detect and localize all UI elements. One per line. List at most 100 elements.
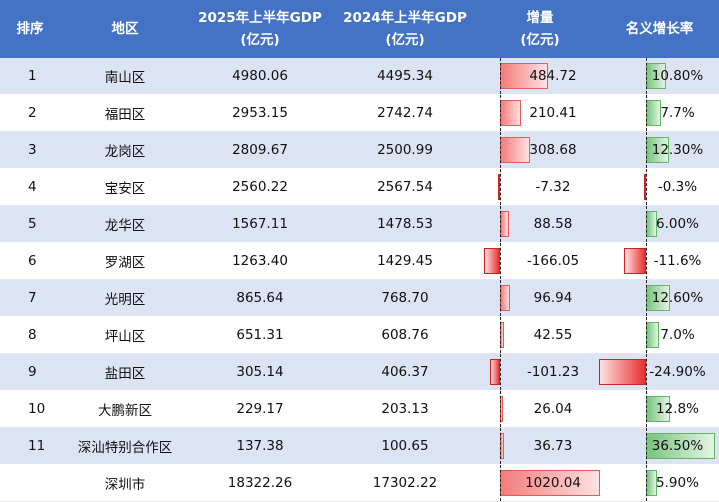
rate-cell: 5.90% [600, 464, 719, 502]
gdp2024-cell: 2500.99 [330, 131, 480, 169]
header-district: 地区 [60, 0, 190, 58]
rate-cell: 7.7% [600, 94, 719, 132]
rate-value: 10.80% [651, 68, 704, 84]
rate-value: 12.8% [656, 401, 699, 417]
rank-cell: 9 [0, 353, 60, 391]
rate-value: 12.30% [651, 142, 704, 158]
rate-value: 36.50% [651, 438, 704, 454]
increase-value: -7.32 [535, 179, 571, 195]
increase-value: 484.72 [529, 68, 577, 84]
table-row: 深圳市 18322.26 17302.22 1020.04 5.90% [0, 464, 719, 502]
increase-cell: -166.05 [480, 242, 600, 280]
gdp2025-cell: 18322.26 [190, 464, 330, 502]
header-gdp2024-line1: 2024年上半年GDP [343, 10, 467, 26]
increase-value: 42.55 [533, 327, 573, 343]
district-cell: 深圳市 [60, 464, 190, 502]
increase-cell: 36.73 [480, 427, 600, 465]
header-increase-line1: 增量 [526, 10, 554, 26]
table-row: 3 龙岗区 2809.67 2500.99 308.68 12.30% [0, 131, 719, 169]
increase-value: 1020.04 [525, 475, 581, 491]
rate-bar [598, 359, 646, 385]
rank-cell: 10 [0, 390, 60, 428]
header-increase-line2: (亿元) [520, 32, 560, 48]
district-cell: 大鹏新区 [60, 390, 190, 428]
increase-value: 96.94 [533, 290, 573, 306]
table-row: 2 福田区 2953.15 2742.74 210.41 7.7% [0, 94, 719, 132]
increase-cell: 484.72 [480, 58, 600, 95]
rate-cell: 12.60% [600, 279, 719, 317]
gdp2024-cell: 203.13 [330, 390, 480, 428]
gdp2024-cell: 2567.54 [330, 168, 480, 206]
table-row: 7 光明区 865.64 768.70 96.94 12.60% [0, 279, 719, 317]
rate-cell: 6.00% [600, 205, 719, 243]
increase-bar [498, 174, 500, 200]
increase-cell: 96.94 [480, 279, 600, 317]
rate-cell: 7.0% [600, 316, 719, 354]
increase-cell: 308.68 [480, 131, 600, 169]
table-row: 6 罗湖区 1263.40 1429.45 -166.05 -11.6% [0, 242, 719, 280]
rate-axis [646, 428, 647, 464]
increase-bar [483, 248, 500, 274]
gdp2025-cell: 2560.22 [190, 168, 330, 206]
increase-value: -166.05 [526, 253, 580, 269]
rank-cell [0, 464, 60, 502]
rate-value: 5.90% [656, 475, 699, 491]
rate-bar [624, 248, 646, 274]
gdp2024-cell: 406.37 [330, 353, 480, 391]
gdp2025-cell: 305.14 [190, 353, 330, 391]
header-gdp2025-line2: (亿元) [240, 32, 280, 48]
header-rank: 排序 [0, 0, 60, 58]
gdp2025-cell: 229.17 [190, 390, 330, 428]
rate-value: -11.6% [653, 253, 702, 269]
rate-axis [646, 280, 647, 316]
increase-bar [490, 359, 500, 385]
rate-cell: 10.80% [600, 58, 719, 95]
increase-value: 36.73 [533, 438, 573, 454]
header-row: 排序 地区 2025年上半年GDP (亿元) 2024年上半年GDP (亿元) … [0, 0, 719, 58]
increase-axis [500, 132, 501, 168]
district-cell: 南山区 [60, 58, 190, 95]
rank-cell: 3 [0, 131, 60, 169]
gdp2024-cell: 100.65 [330, 427, 480, 465]
table-row: 11 深汕特别合作区 137.38 100.65 36.73 36.50% [0, 427, 719, 465]
increase-cell: -101.23 [480, 353, 600, 391]
table-row: 5 龙华区 1567.11 1478.53 88.58 6.00% [0, 205, 719, 243]
rank-cell: 1 [0, 58, 60, 95]
increase-cell: 42.55 [480, 316, 600, 354]
table-row: 9 盐田区 305.14 406.37 -101.23 -24.90% [0, 353, 719, 391]
header-gdp2024: 2024年上半年GDP (亿元) [330, 0, 480, 58]
increase-value: 308.68 [529, 142, 577, 158]
rate-cell: 36.50% [600, 427, 719, 465]
district-cell: 福田区 [60, 94, 190, 132]
rank-cell: 11 [0, 427, 60, 465]
district-cell: 罗湖区 [60, 242, 190, 280]
table-body: 1 南山区 4980.06 4495.34 484.72 10.80% 2 福田区 2953.1… [0, 58, 719, 502]
rate-axis [646, 95, 647, 131]
rate-axis [646, 354, 647, 390]
gdp2024-cell: 4495.34 [330, 58, 480, 95]
increase-axis [500, 243, 501, 279]
gdp2025-cell: 865.64 [190, 279, 330, 317]
header-gdp2024-line2: (亿元) [385, 32, 425, 48]
rate-axis [646, 58, 647, 94]
rank-cell: 6 [0, 242, 60, 280]
increase-cell: 88.58 [480, 205, 600, 243]
rate-cell: 12.30% [600, 131, 719, 169]
rate-bar [646, 433, 715, 459]
increase-cell: 26.04 [480, 390, 600, 428]
district-cell: 坪山区 [60, 316, 190, 354]
increase-value: 210.41 [529, 105, 577, 121]
rate-cell: 12.8% [600, 390, 719, 428]
header-gdp2025-line1: 2025年上半年GDP [198, 10, 322, 26]
increase-axis [500, 280, 501, 316]
increase-axis [500, 58, 501, 94]
district-cell: 深汕特别合作区 [60, 427, 190, 465]
gdp2024-cell: 17302.22 [330, 464, 480, 502]
gdp2025-cell: 1263.40 [190, 242, 330, 280]
rate-axis [646, 169, 647, 205]
table-row: 1 南山区 4980.06 4495.34 484.72 10.80% [0, 58, 719, 95]
rank-cell: 7 [0, 279, 60, 317]
header-increase: 增量 (亿元) [480, 0, 600, 58]
gdp2025-cell: 651.31 [190, 316, 330, 354]
rate-value: 7.7% [660, 105, 695, 121]
